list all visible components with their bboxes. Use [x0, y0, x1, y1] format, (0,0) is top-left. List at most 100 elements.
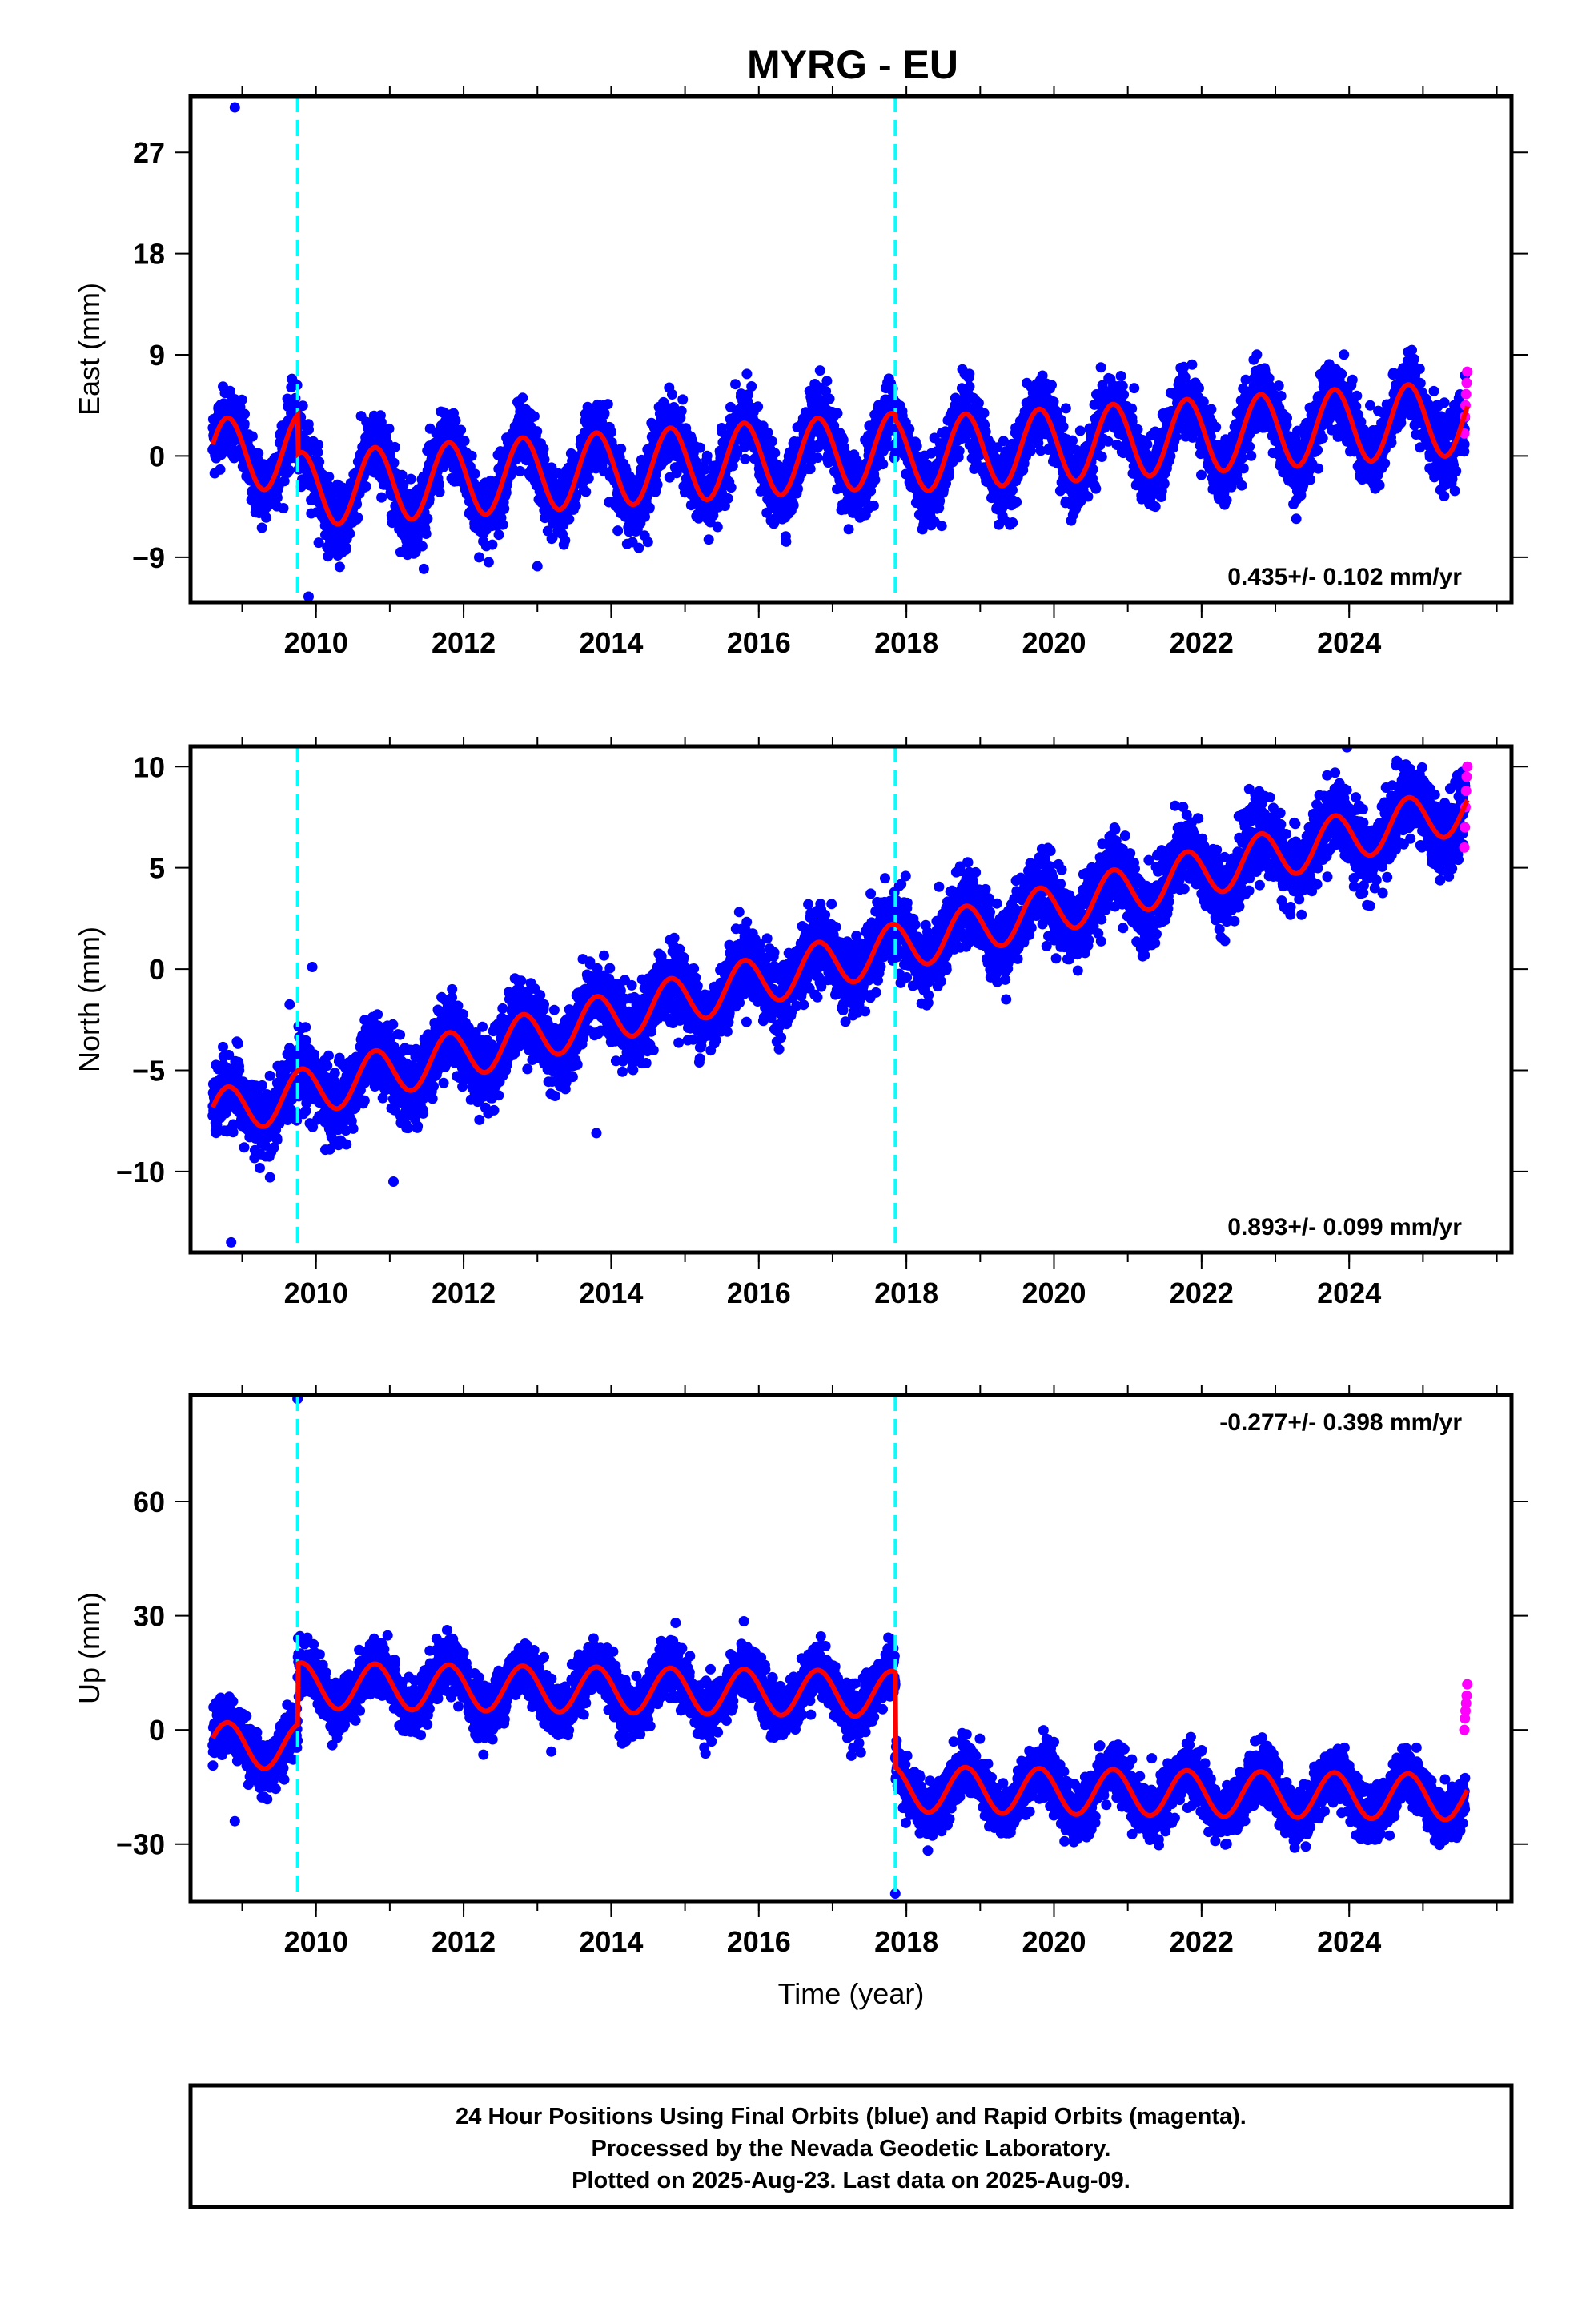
data-point — [398, 479, 409, 490]
east-final-orbit-points — [207, 102, 1471, 602]
data-point — [334, 561, 345, 573]
data-point — [769, 448, 781, 459]
data-point — [1170, 432, 1182, 443]
data-point — [934, 495, 946, 506]
data-point — [396, 469, 408, 480]
data-point — [312, 447, 323, 458]
data-point — [239, 408, 250, 420]
data-point — [746, 381, 757, 392]
data-point — [538, 444, 549, 455]
data-point — [1194, 383, 1204, 394]
data-point — [405, 473, 416, 485]
data-point — [954, 445, 965, 456]
data-point — [652, 479, 663, 490]
data-point — [616, 444, 627, 455]
data-point — [1196, 469, 1207, 480]
data-point — [725, 482, 737, 493]
data-point — [950, 392, 961, 404]
data-point — [1132, 424, 1143, 435]
data-point — [313, 440, 324, 450]
data-point — [303, 424, 314, 435]
data-point — [869, 474, 881, 485]
data-point — [793, 483, 803, 494]
data-point — [388, 457, 400, 468]
data-point — [978, 408, 990, 419]
data-point — [466, 450, 477, 461]
data-point — [517, 392, 528, 404]
data-point — [767, 436, 777, 447]
data-point — [667, 389, 677, 400]
data-point — [418, 563, 429, 574]
data-point — [239, 418, 250, 429]
data-point — [433, 478, 444, 489]
data-point — [283, 464, 295, 476]
data-point — [877, 459, 889, 470]
data-point — [904, 424, 915, 435]
data-point — [677, 394, 689, 405]
data-point — [1046, 380, 1057, 391]
data-point — [642, 537, 653, 548]
data-point — [1118, 389, 1130, 400]
data-point — [261, 512, 271, 523]
data-point — [821, 376, 833, 387]
data-point — [725, 401, 736, 412]
data-point — [812, 452, 823, 464]
data-point — [1129, 383, 1140, 394]
data-point — [420, 529, 432, 539]
data-point — [271, 492, 283, 503]
data-point — [314, 456, 325, 468]
data-point — [236, 394, 247, 405]
data-point — [253, 448, 264, 459]
data-point — [1007, 517, 1018, 528]
data-point — [973, 397, 984, 408]
data-point — [434, 486, 445, 497]
data-point — [1082, 491, 1094, 502]
data-point — [256, 522, 267, 533]
data-point — [351, 499, 363, 509]
data-point — [571, 491, 582, 501]
data-point — [456, 424, 467, 436]
data-point — [671, 468, 682, 479]
data-point — [964, 381, 975, 392]
data-point — [1090, 483, 1102, 494]
chart-title: MYRG - EU — [747, 42, 958, 87]
data-point — [483, 557, 494, 568]
data-point — [805, 464, 816, 475]
data-point — [1067, 435, 1078, 446]
data-point — [676, 405, 687, 416]
data-point — [570, 500, 581, 511]
data-point — [998, 436, 1009, 447]
data-point — [805, 446, 816, 457]
data-point — [1074, 425, 1086, 436]
data-point — [805, 437, 816, 448]
data-point — [943, 467, 954, 478]
data-point — [560, 535, 571, 546]
data-point — [1158, 478, 1170, 489]
data-point — [1206, 404, 1217, 415]
data-point — [964, 368, 975, 380]
data-point — [389, 441, 400, 452]
data-point — [843, 524, 854, 535]
data-point — [493, 529, 504, 541]
data-point — [469, 468, 480, 480]
data-point — [215, 464, 226, 475]
data-point — [740, 453, 751, 464]
data-point — [832, 408, 843, 419]
data-point — [580, 486, 592, 497]
data-point — [1186, 359, 1198, 370]
data-point — [552, 468, 563, 479]
data-point — [297, 400, 308, 412]
data-point — [323, 471, 335, 482]
data-point — [247, 431, 258, 442]
data-point — [515, 465, 525, 476]
data-point — [383, 423, 395, 434]
data-point — [701, 450, 713, 461]
data-point — [352, 512, 363, 523]
data-point — [644, 502, 655, 513]
data-point — [313, 537, 324, 549]
data-point — [829, 420, 840, 432]
data-point — [497, 519, 508, 530]
east-plot-area — [207, 96, 1473, 602]
data-point — [633, 542, 644, 553]
